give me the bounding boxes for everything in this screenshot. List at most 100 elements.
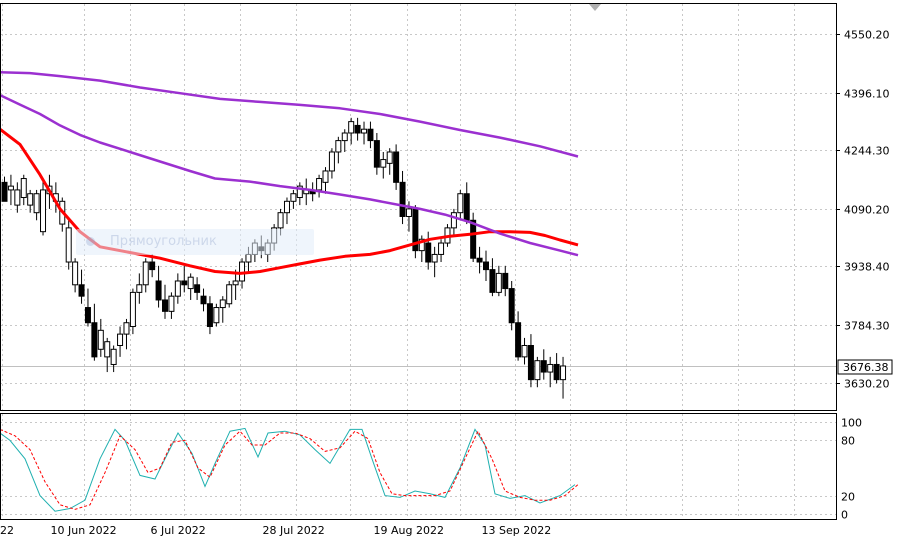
candle-body bbox=[283, 200, 290, 214]
candle-body bbox=[219, 299, 226, 309]
candle-body bbox=[40, 189, 47, 233]
date-tick-label: 19 Aug 2022 bbox=[374, 524, 444, 537]
candle-body bbox=[425, 242, 432, 263]
date-tick-label: 13 Sep 2022 bbox=[482, 524, 552, 537]
candle-body bbox=[104, 341, 111, 358]
candle-body bbox=[162, 299, 168, 312]
oscillator-tick-label: 100 bbox=[841, 417, 862, 430]
candle-body bbox=[72, 261, 79, 286]
candle-body bbox=[527, 344, 534, 381]
current-price-label: 3676.38 bbox=[837, 359, 893, 375]
candle-body bbox=[168, 295, 175, 312]
candle-body bbox=[7, 185, 14, 191]
stochastic-main-line bbox=[0, 427, 576, 512]
date-tick-label: 6 Jul 2022 bbox=[151, 524, 206, 537]
candle-body bbox=[316, 178, 323, 191]
candle-body bbox=[553, 363, 560, 381]
candle-body bbox=[373, 140, 380, 168]
candle-body bbox=[483, 261, 489, 271]
candle-body bbox=[399, 181, 406, 217]
candle-body bbox=[84, 307, 91, 324]
candle-body bbox=[290, 193, 297, 202]
price-tick-label: 3938.40 bbox=[844, 261, 890, 274]
oscillator-grid bbox=[0, 414, 836, 519]
candle-body bbox=[476, 257, 483, 263]
moving-average-line bbox=[0, 93, 579, 257]
main-pane-frame bbox=[0, 3, 837, 411]
candle-body bbox=[232, 280, 239, 286]
date-tick-label: 28 Jul 2022 bbox=[263, 524, 325, 537]
price-tick-label: 4090.20 bbox=[844, 204, 890, 217]
candle-body bbox=[65, 227, 72, 263]
date-tick-label: 10 Jun 2022 bbox=[51, 524, 117, 537]
candle-body bbox=[110, 348, 117, 365]
candle-body bbox=[328, 151, 335, 172]
candle-body bbox=[155, 280, 162, 301]
candle-body bbox=[174, 280, 181, 297]
oscillator-tick-label: 20 bbox=[841, 491, 855, 504]
candle-body bbox=[450, 212, 457, 229]
oscillator-pane-frame bbox=[0, 413, 837, 520]
candle-body bbox=[463, 193, 470, 221]
candle-body bbox=[457, 193, 464, 214]
candle-body bbox=[277, 212, 284, 229]
date-tick-label: 22 bbox=[0, 524, 14, 537]
candle-body bbox=[418, 238, 425, 252]
rectangle-object-label: Прямоугольник bbox=[110, 234, 217, 249]
candle-body bbox=[14, 189, 21, 206]
frames bbox=[0, 3, 837, 520]
candle-body bbox=[213, 307, 220, 324]
object-anchor-icon bbox=[86, 237, 95, 246]
rectangle-object[interactable]: Прямоугольник bbox=[76, 229, 314, 255]
candle-body bbox=[508, 288, 515, 324]
candle-body bbox=[367, 128, 374, 142]
oscillator-tick-label: 0 bbox=[841, 509, 848, 522]
price-tick-label: 4396.10 bbox=[844, 88, 890, 101]
candle-body bbox=[515, 322, 522, 358]
candle-body bbox=[27, 193, 34, 206]
candle-body bbox=[117, 333, 124, 346]
candle-body bbox=[502, 272, 509, 290]
candles bbox=[1, 117, 567, 399]
candle-body bbox=[239, 261, 246, 282]
candle-body bbox=[495, 272, 502, 293]
candle-body bbox=[226, 284, 233, 305]
candle-body bbox=[560, 365, 567, 381]
moving-average-line bbox=[0, 71, 579, 158]
candle-body bbox=[20, 178, 27, 199]
candle-body bbox=[470, 219, 477, 259]
shift-marker-icon[interactable] bbox=[589, 4, 601, 11]
candle-body bbox=[123, 322, 130, 335]
candle-body bbox=[200, 295, 207, 305]
price-grid bbox=[0, 4, 836, 410]
candle-body bbox=[136, 284, 143, 293]
candle-body bbox=[78, 284, 85, 297]
candle-body bbox=[386, 151, 393, 164]
candle-body bbox=[296, 185, 303, 199]
price-tick-label: 3784.30 bbox=[844, 320, 890, 333]
price-tick-label: 3630.20 bbox=[844, 378, 890, 391]
candle-body bbox=[547, 363, 554, 373]
candle-body bbox=[322, 170, 329, 183]
candle-body bbox=[341, 132, 348, 142]
oscillator-axis: 100 80 20 0 bbox=[841, 417, 862, 522]
candle-body bbox=[194, 284, 201, 293]
candle-body bbox=[181, 280, 188, 286]
price-tick-label: 4244.30 bbox=[844, 145, 890, 158]
candle-body bbox=[380, 159, 387, 168]
time-axis: 22 10 Jun 2022 6 Jul 2022 28 Jul 2022 19 Aug… bbox=[0, 524, 551, 537]
candle-body bbox=[97, 329, 104, 350]
candle-body bbox=[521, 344, 528, 358]
candle-body bbox=[489, 269, 496, 293]
candle-body bbox=[245, 253, 252, 263]
candle-body bbox=[534, 360, 541, 381]
price-axis: 4550.20 4396.10 4244.30 4090.20 3938.40 3784.… bbox=[836, 29, 890, 391]
candle-body bbox=[431, 253, 438, 263]
candle-body bbox=[142, 261, 149, 286]
price-tick-label: 4550.20 bbox=[844, 29, 890, 42]
candle-body bbox=[206, 303, 213, 328]
candle-body bbox=[405, 208, 412, 217]
candle-body bbox=[393, 151, 400, 183]
